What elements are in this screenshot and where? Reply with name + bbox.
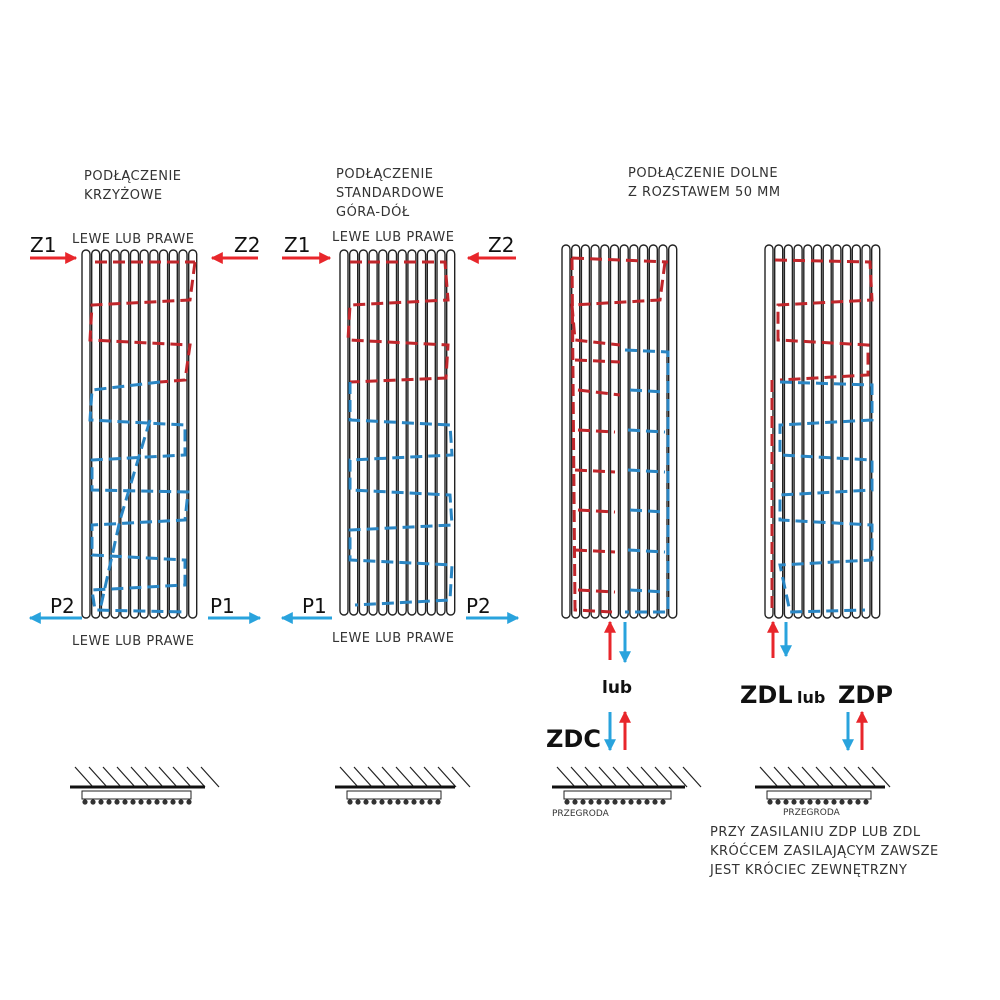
- radiator-tube: [803, 244, 813, 619]
- radiator-tube: [426, 249, 436, 616]
- bottom-label-2: LEWE LUB PRAWE: [332, 631, 454, 646]
- note-line1: PRZY ZASILANIU ZDP LUB ZDL: [710, 825, 921, 840]
- radiator-tube: [436, 249, 446, 616]
- partition-label-2: PRZEGRODA: [783, 808, 841, 818]
- radiator-tube: [187, 249, 198, 619]
- title-bottom-line1: PODŁĄCZENIE DOLNE: [628, 166, 778, 181]
- or-small-label: lub: [797, 688, 825, 707]
- zdl-label: ZDL: [740, 681, 793, 709]
- radiator-tube: [812, 244, 823, 619]
- section-2: [335, 766, 471, 805]
- note-line3: JEST KRÓCIEC ZEWNĘTRZNY: [709, 862, 907, 878]
- radiator-tube: [841, 244, 852, 619]
- port-p1-b: P1: [302, 594, 327, 618]
- port-z1-a: Z1: [30, 233, 56, 257]
- title-standard-line2: STANDARDOWE: [336, 186, 444, 201]
- radiator-tube: [793, 244, 803, 619]
- radiator-tube: [397, 249, 407, 616]
- partition-label-1: PRZEGRODA: [552, 809, 610, 819]
- top-view-sections: [70, 766, 891, 805]
- radiator-tube: [158, 249, 169, 619]
- radiator-tube: [168, 249, 179, 619]
- port-z2-a: Z2: [234, 233, 260, 257]
- radiator-tube: [100, 249, 111, 619]
- port-p2-b: P2: [466, 594, 491, 618]
- or-label: lub: [602, 678, 632, 698]
- note-line2: KRÓĆCEM ZASILAJĄCYM ZAWSZE: [710, 843, 939, 859]
- zdp-label: ZDP: [838, 681, 893, 709]
- title-cross-line1: PODŁĄCZENIE: [84, 169, 182, 184]
- title-standard-line3: GÓRA-DÓŁ: [336, 204, 410, 220]
- radiator-tube: [668, 244, 678, 619]
- radiator-tube: [120, 249, 130, 619]
- bottom-label-1: LEWE LUB PRAWE: [72, 634, 194, 649]
- flow-lines: [88, 256, 874, 614]
- radiator-tube: [561, 244, 571, 619]
- radiator-tube: [822, 244, 832, 619]
- radiator-tube: [783, 244, 794, 619]
- title-cross-line2: KRZYŻOWE: [84, 187, 163, 203]
- radiator-4: [764, 244, 881, 619]
- section-3: [552, 766, 702, 805]
- title-bottom-line2: Z ROZSTAWEM 50 MM: [628, 185, 781, 200]
- radiator-tube: [139, 249, 149, 619]
- radiator-tube: [387, 249, 398, 616]
- top-label-1: LEWE LUB PRAWE: [72, 232, 194, 247]
- radiators: [81, 244, 881, 619]
- zdc-label: ZDC: [546, 725, 601, 753]
- radiator-tube: [407, 249, 417, 616]
- port-p1-a: P1: [210, 594, 235, 618]
- radiator-tube: [832, 244, 842, 619]
- radiator-tube: [658, 244, 668, 619]
- port-z2-b: Z2: [488, 233, 514, 257]
- top-label-2: LEWE LUB PRAWE: [332, 230, 454, 245]
- section-1: [70, 766, 220, 805]
- port-z1-b: Z1: [284, 233, 310, 257]
- radiator-tube: [129, 249, 140, 619]
- radiator-tube: [178, 249, 188, 619]
- radiator-tube: [81, 249, 91, 619]
- radiator-tube: [871, 244, 881, 619]
- title-standard-line1: PODŁĄCZENIE: [336, 167, 434, 182]
- port-p2-a: P2: [50, 594, 75, 618]
- section-4: [755, 766, 891, 805]
- radiator-tube: [339, 249, 349, 616]
- radiator-tube: [149, 249, 159, 619]
- radiator-tube: [416, 249, 427, 616]
- connection-arrows: [28, 252, 868, 752]
